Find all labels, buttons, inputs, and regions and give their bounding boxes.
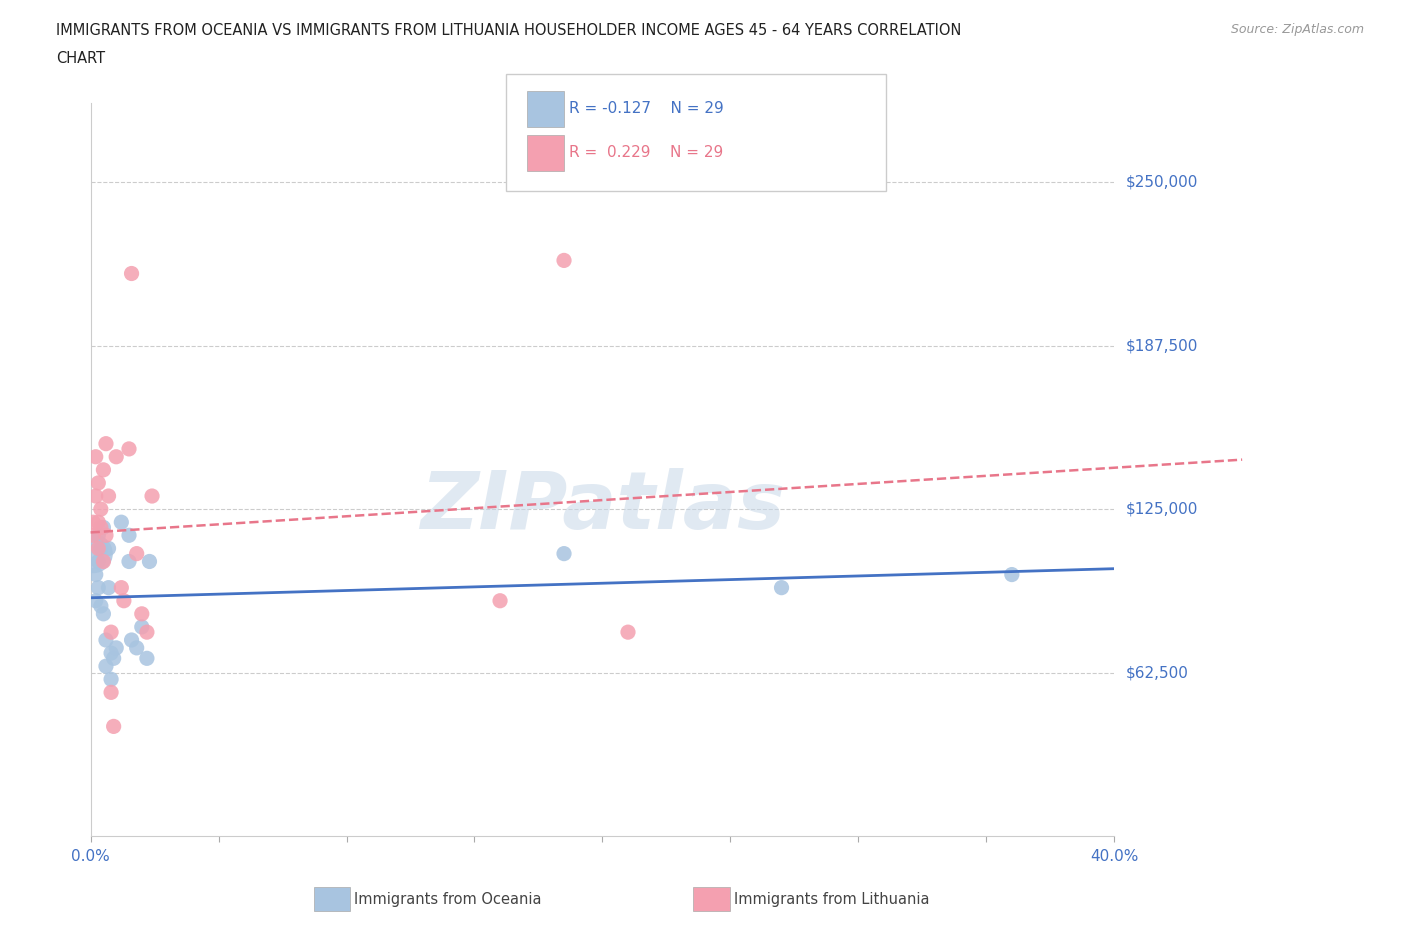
- Point: [93, 520, 115, 535]
- Point: [131, 606, 153, 621]
- Point: [97, 580, 120, 595]
- Point: [100, 671, 122, 686]
- Point: [118, 442, 141, 457]
- Point: [93, 462, 115, 477]
- Point: [84, 449, 107, 464]
- Point: [100, 625, 122, 640]
- Text: $250,000: $250,000: [1125, 175, 1198, 190]
- Text: $125,000: $125,000: [1125, 501, 1198, 517]
- Point: [82, 515, 104, 530]
- Text: IMMIGRANTS FROM OCEANIA VS IMMIGRANTS FROM LITHUANIA HOUSEHOLDER INCOME AGES 45 : IMMIGRANTS FROM OCEANIA VS IMMIGRANTS FR…: [56, 23, 962, 38]
- Point: [94, 528, 117, 543]
- Point: [84, 567, 107, 582]
- Point: [489, 593, 512, 608]
- Point: [112, 593, 135, 608]
- Point: [131, 619, 153, 634]
- Point: [105, 449, 128, 464]
- Point: [94, 632, 117, 647]
- Point: [125, 641, 148, 656]
- Point: [100, 645, 122, 660]
- Point: [553, 546, 575, 561]
- Point: [90, 599, 112, 614]
- Point: [84, 488, 107, 503]
- Point: [135, 625, 157, 640]
- Text: Immigrants from Oceania: Immigrants from Oceania: [354, 892, 541, 907]
- Point: [87, 554, 110, 569]
- Text: R =  0.229    N = 29: R = 0.229 N = 29: [569, 145, 724, 160]
- Point: [118, 554, 141, 569]
- Point: [1001, 567, 1024, 582]
- Point: [110, 515, 132, 530]
- Point: [617, 625, 640, 640]
- Point: [110, 580, 132, 595]
- Point: [93, 606, 115, 621]
- Text: ZIPatlas: ZIPatlas: [420, 468, 785, 546]
- Text: Immigrants from Lithuania: Immigrants from Lithuania: [734, 892, 929, 907]
- Point: [105, 641, 128, 656]
- Point: [93, 554, 115, 569]
- Text: R = -0.127    N = 29: R = -0.127 N = 29: [569, 101, 724, 116]
- Point: [135, 651, 157, 666]
- Point: [118, 528, 141, 543]
- Point: [97, 488, 120, 503]
- Point: [87, 541, 110, 556]
- Text: $62,500: $62,500: [1125, 665, 1188, 680]
- Point: [103, 651, 125, 666]
- Point: [141, 488, 163, 503]
- Point: [90, 541, 112, 556]
- Point: [87, 475, 110, 490]
- Point: [103, 719, 125, 734]
- Point: [87, 528, 110, 543]
- Text: $187,500: $187,500: [1125, 338, 1198, 353]
- Point: [125, 546, 148, 561]
- Point: [94, 658, 117, 673]
- Point: [90, 501, 112, 516]
- Point: [87, 515, 110, 530]
- Point: [121, 266, 143, 281]
- Point: [82, 546, 104, 561]
- Point: [770, 580, 793, 595]
- Text: CHART: CHART: [56, 51, 105, 66]
- Point: [94, 436, 117, 451]
- Text: Source: ZipAtlas.com: Source: ZipAtlas.com: [1230, 23, 1364, 36]
- Point: [138, 554, 160, 569]
- Point: [90, 520, 112, 535]
- Point: [100, 684, 122, 699]
- Point: [82, 528, 104, 543]
- Point: [97, 541, 120, 556]
- Point: [84, 593, 107, 608]
- Point: [87, 580, 110, 595]
- Point: [121, 632, 143, 647]
- Point: [553, 253, 575, 268]
